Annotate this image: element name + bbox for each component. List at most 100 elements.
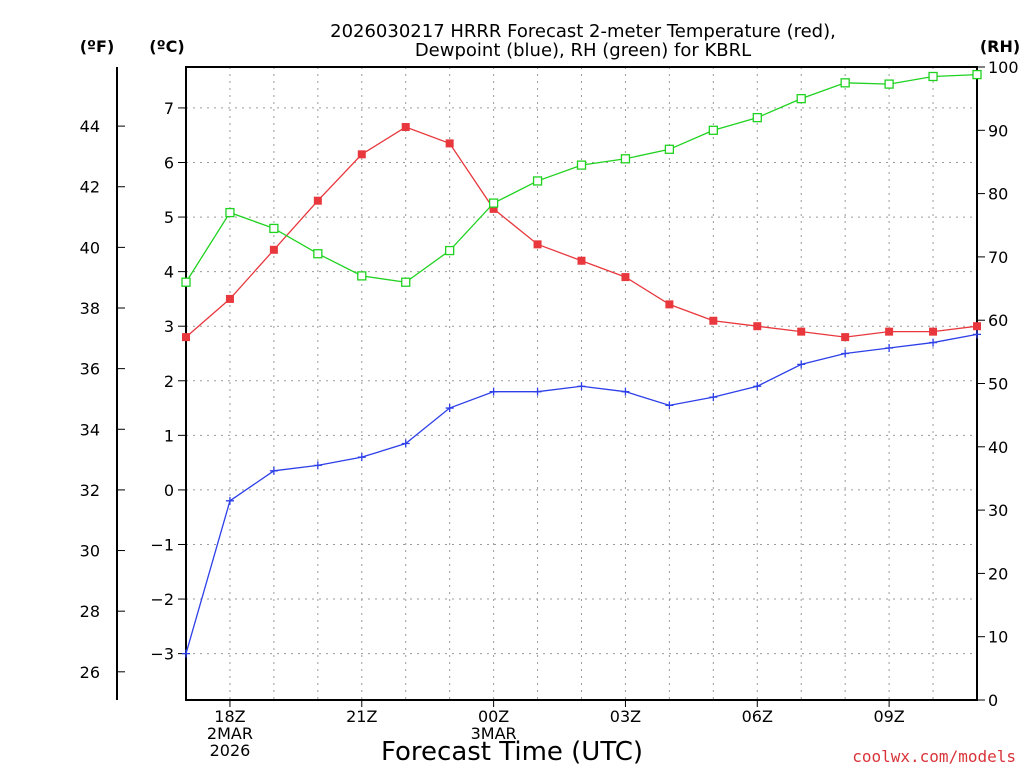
- dewpoint-marker: [753, 382, 762, 391]
- rh-marker: [181, 277, 191, 287]
- celsius-tick-label: 1: [164, 426, 174, 445]
- temperature-marker: [357, 150, 366, 159]
- x-tick-label: 00Z: [478, 707, 509, 726]
- rh-marker: [884, 79, 894, 89]
- rh-marker: [225, 207, 235, 218]
- celsius-tick-label: 0: [164, 481, 174, 500]
- x-tick-label: 21Z: [346, 707, 377, 726]
- axis-layer: [116, 66, 985, 707]
- rh-marker: [664, 144, 675, 154]
- dewpoint-marker: [577, 382, 586, 391]
- celsius-tick-label: 4: [164, 263, 174, 282]
- rh-tick-label: 80: [988, 185, 1008, 204]
- rh-marker: [401, 277, 411, 287]
- fahrenheit-tick-label: 32: [80, 481, 100, 500]
- dewpoint-marker: [269, 466, 278, 475]
- dewpoint-marker: [973, 330, 981, 339]
- temperature-marker: [533, 240, 542, 249]
- dewpoint-marker: [533, 387, 542, 396]
- dewpoint-marker: [665, 401, 674, 410]
- celsius-tick-label: 3: [164, 317, 174, 336]
- temperature-marker: [225, 294, 234, 303]
- celsius-tick-label: 5: [164, 208, 174, 227]
- temperature-marker: [753, 322, 762, 331]
- celsius-tick-label: −3: [150, 645, 174, 664]
- rh-marker: [840, 78, 850, 88]
- rh-marker: [972, 69, 982, 80]
- fahrenheit-tick-label: 26: [80, 663, 100, 682]
- fahrenheit-unit-label: (ºF): [80, 37, 115, 56]
- dewpoint-marker: [929, 338, 938, 347]
- fahrenheit-tick-label: 28: [80, 602, 100, 621]
- rh-tick-label: 50: [988, 375, 1008, 394]
- temperature-marker: [841, 333, 850, 342]
- rh-marker: [313, 249, 323, 259]
- rh-tick-label: 0: [988, 691, 998, 710]
- fahrenheit-tick-label: 36: [80, 360, 100, 379]
- credit-text: coolwx.com/models: [852, 747, 1016, 766]
- fahrenheit-tick-label: 38: [80, 299, 100, 318]
- x-tick-label: 06Z: [742, 707, 773, 726]
- celsius-tick-label: 7: [164, 99, 174, 118]
- rh-marker: [445, 245, 455, 256]
- x-tick-label: 03Z: [610, 707, 641, 726]
- rh-tick-label: 100: [988, 58, 1019, 77]
- series-line-rh: [185, 73, 978, 283]
- temperature-marker: [489, 204, 498, 213]
- fahrenheit-tick-label: 34: [80, 420, 100, 439]
- rh-tick-label: 10: [988, 628, 1008, 647]
- grid-layer: [186, 67, 977, 700]
- rh-marker: [796, 94, 806, 104]
- rh-marker: [576, 160, 587, 170]
- temperature-marker: [401, 123, 410, 132]
- rh-marker: [357, 271, 367, 281]
- dewpoint-marker: [225, 496, 234, 505]
- temperature-marker: [182, 333, 190, 342]
- temperature-marker: [577, 256, 586, 265]
- temperature-marker: [313, 196, 322, 205]
- rh-marker: [708, 125, 718, 135]
- rh-marker: [620, 154, 631, 164]
- x-tick-label: 3MAR: [471, 724, 517, 743]
- series-layer: [181, 69, 982, 658]
- temperature-marker: [797, 327, 806, 336]
- x-tick-label: 18Z: [214, 707, 245, 726]
- temperature-marker: [445, 139, 454, 148]
- dewpoint-marker: [797, 360, 806, 369]
- celsius-tick-label: −1: [150, 535, 174, 554]
- rh-tick-label: 20: [988, 564, 1008, 583]
- rh-marker: [269, 223, 279, 234]
- temperature-marker: [621, 273, 630, 282]
- rh-marker: [532, 176, 543, 186]
- celsius-tick-label: 6: [164, 153, 174, 172]
- rh-marker: [928, 71, 938, 82]
- temperature-marker: [709, 316, 718, 325]
- fahrenheit-tick-label: 44: [80, 117, 100, 136]
- rh-tick-label: 60: [988, 311, 1008, 330]
- dewpoint-marker: [357, 453, 366, 462]
- rh-tick-label: 70: [988, 248, 1008, 267]
- fahrenheit-tick-label: 42: [80, 178, 100, 197]
- chart-title-line-2: Dewpoint (blue), RH (green) for KBRL: [415, 40, 751, 61]
- temperature-marker: [973, 322, 981, 331]
- fahrenheit-tick-label: 30: [80, 542, 100, 561]
- dewpoint-marker: [841, 349, 850, 358]
- dewpoint-marker: [182, 649, 190, 658]
- rh-tick-label: 40: [988, 438, 1008, 457]
- x-tick-label: 2MAR: [207, 724, 253, 743]
- celsius-tick-label: −2: [150, 590, 174, 609]
- dewpoint-marker: [445, 404, 454, 413]
- rh-tick-label: 30: [988, 501, 1008, 520]
- dewpoint-marker: [885, 344, 894, 353]
- x-tick-label: 2026: [210, 741, 251, 760]
- rh-marker: [752, 112, 762, 123]
- dewpoint-marker: [313, 461, 322, 470]
- celsius-unit-label: (ºC): [149, 37, 184, 56]
- fahrenheit-tick-label: 40: [80, 238, 100, 257]
- chart-title-line-1: 2026030217 HRRR Forecast 2-meter Tempera…: [330, 21, 836, 42]
- rh-tick-label: 90: [988, 121, 1008, 140]
- text-layer: 2026030217 HRRR Forecast 2-meter Tempera…: [80, 21, 1021, 767]
- temperature-marker: [929, 327, 938, 336]
- dewpoint-marker: [621, 387, 630, 396]
